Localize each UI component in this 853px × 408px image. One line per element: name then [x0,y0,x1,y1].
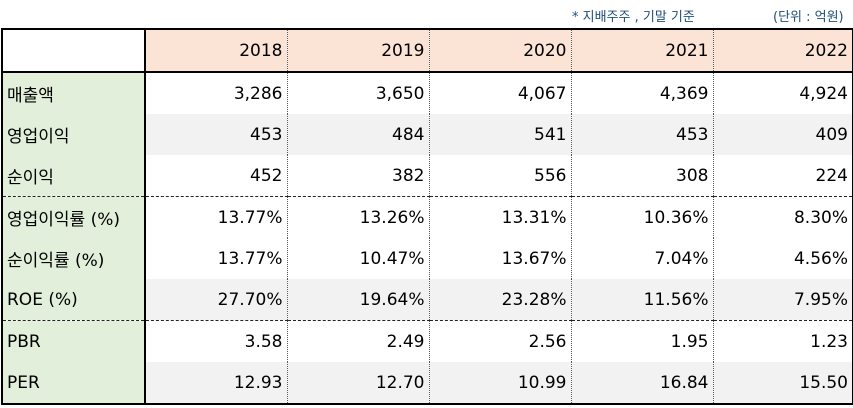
table-cell: 3.58 [144,320,287,362]
table-cell: 382 [286,155,429,197]
row-label: 순이익률 (%) [1,238,146,279]
table-cell: 308 [570,155,713,197]
table-cell: 10.36% [570,196,713,238]
row-label: ROE (%) [1,279,146,321]
table-cell: 11.56% [570,279,713,321]
table-cell: 13.77% [144,238,287,279]
table-cell: 13.31% [428,196,571,238]
header-corner-cell [1,28,146,73]
table-cell: 7.95% [712,279,853,321]
table-cell: 4,924 [712,72,853,114]
table-cell: 4.56% [712,238,853,279]
table-row-operating-margin: 영업이익률 (%) 13.77% 13.26% 13.31% 10.36% 8.… [1,196,853,238]
table-cell: 8.30% [712,196,853,238]
row-label: PER [1,362,146,405]
table-cell: 541 [428,114,571,155]
table-cell: 3,286 [144,72,287,114]
table-row-pbr: PBR 3.58 2.49 2.56 1.95 1.23 [1,320,853,362]
table-row-revenue: 매출액 3,286 3,650 4,067 4,369 4,924 [1,72,853,114]
table-cell: 23.28% [428,279,571,321]
table-cell: 13.67% [428,238,571,279]
table-row-operating-profit: 영업이익 453 484 541 453 409 [1,114,853,155]
table-cell: 13.26% [286,196,429,238]
table-cell: 16.84 [570,362,713,405]
table-cell: 7.04% [570,238,713,279]
table-cell: 4,067 [428,72,571,114]
table-cell: 13.77% [144,196,287,238]
year-header-row: 2018 2019 2020 2021 2022 [1,28,853,73]
row-label: 매출액 [1,72,146,114]
table-cell: 4,369 [570,72,713,114]
table-cell: 1.95 [570,320,713,362]
table-cell: 484 [286,114,429,155]
table-row-per: PER 12.93 12.70 10.99 16.84 15.50 [1,362,853,405]
table-cell: 10.99 [428,362,571,405]
table-cell: 3,650 [286,72,429,114]
row-label: 영업이익 [1,114,146,155]
table-cell: 19.64% [286,279,429,321]
table-cell: 409 [712,114,853,155]
row-label: 순이익 [1,155,146,197]
table-cell: 12.93 [144,362,287,405]
table-row-net-income: 순이익 452 382 556 308 224 [1,155,853,197]
table-cell: 27.70% [144,279,287,321]
table-cell: 453 [144,114,287,155]
table-cell: 12.70 [286,362,429,405]
row-label: PBR [1,320,146,362]
table-cell: 1.23 [712,320,853,362]
table-cell: 556 [428,155,571,197]
unit-note: (단위 : 억원) [773,10,844,25]
financial-table: 2018 2019 2020 2021 2022 매출액 3,286 3,650… [1,28,853,405]
table-cell: 453 [570,114,713,155]
table-cell: 224 [712,155,853,197]
year-header: 2021 [570,28,713,73]
year-header: 2019 [286,28,429,73]
table-cell: 10.47% [286,238,429,279]
table-cell: 15.50 [712,362,853,405]
table-cell: 2.49 [286,320,429,362]
year-header: 2018 [144,28,287,73]
basis-note: * 지배주주 , 기말 기준 [572,10,695,25]
row-label: 영업이익률 (%) [1,196,146,238]
year-header: 2020 [428,28,571,73]
table-row-net-margin: 순이익률 (%) 13.77% 10.47% 13.67% 7.04% 4.56… [1,238,853,279]
table-cell: 2.56 [428,320,571,362]
table-cell: 452 [144,155,287,197]
table-row-roe: ROE (%) 27.70% 19.64% 23.28% 11.56% 7.95… [1,279,853,321]
year-header: 2022 [712,28,853,73]
